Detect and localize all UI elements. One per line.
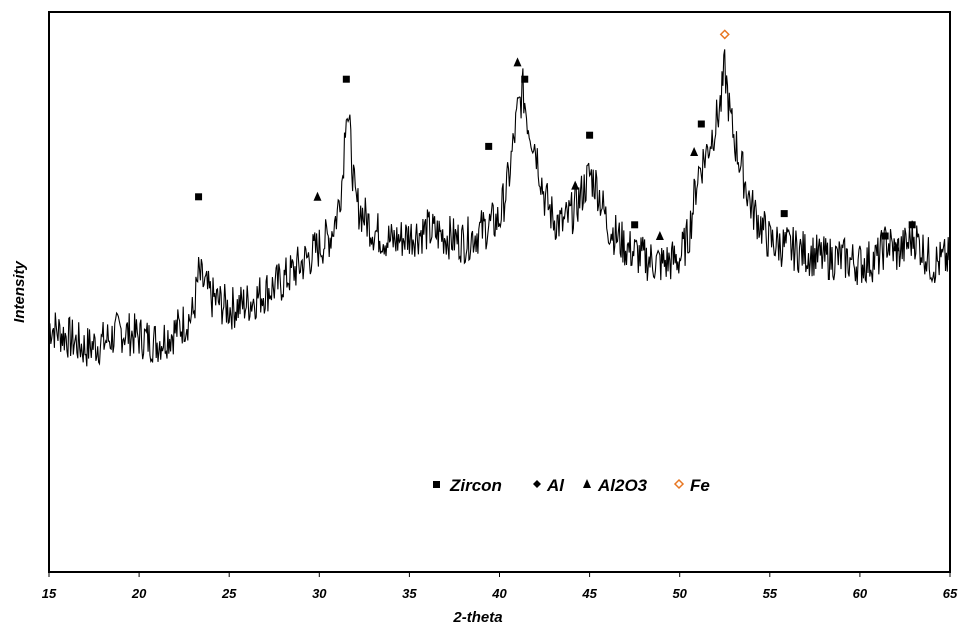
peak-marker-zircon — [697, 120, 705, 128]
peak-marker-zircon — [586, 131, 594, 139]
peak-markers — [195, 29, 916, 252]
legend-al2o3-marker — [583, 479, 591, 488]
peak-marker-zircon — [908, 221, 916, 229]
x-axis: 15 20 25 30 35 40 45 50 55 60 65 — [42, 572, 958, 601]
legend-fe-marker — [673, 478, 685, 490]
x-tick-label: 35 — [402, 586, 417, 601]
peak-marker-zircon — [195, 193, 203, 201]
x-tick-label: 65 — [943, 586, 958, 601]
diffraction-trace — [48, 49, 951, 367]
legend-al-marker — [533, 480, 541, 488]
y-axis-title: Intensity — [11, 261, 28, 323]
x-tick-label: 40 — [491, 586, 507, 601]
legend-zircon-marker — [433, 481, 440, 488]
peak-marker-zircon — [631, 221, 639, 229]
legend-zircon-label: Zircon — [449, 476, 502, 495]
legend-fe-label: Fe — [690, 476, 710, 495]
x-tick-label: 45 — [581, 586, 597, 601]
peak-marker-al2o3 — [655, 231, 664, 240]
x-tick-label: 50 — [672, 586, 687, 601]
x-tick-label: 30 — [312, 586, 327, 601]
plot-area — [48, 11, 951, 573]
peak-marker-al2o3 — [571, 180, 580, 190]
legend-al-label: Al — [546, 476, 565, 495]
peak-marker-fe — [719, 29, 730, 40]
peak-marker-zircon — [485, 142, 493, 150]
x-tick-label: 15 — [42, 586, 57, 601]
peak-marker-zircon — [881, 232, 889, 240]
legend-al2o3-label: Al2O3 — [597, 476, 648, 495]
peak-marker-zircon — [521, 75, 529, 83]
x-tick-label: 60 — [853, 586, 868, 601]
x-tick-label: 20 — [131, 586, 147, 601]
x-axis-title: 2-theta — [452, 609, 502, 626]
x-tick-label: 55 — [763, 586, 778, 601]
x-tick-label: 25 — [221, 586, 237, 601]
legend: Zircon Al Al2O3 Fe — [433, 476, 710, 495]
peak-marker-al2o3 — [313, 191, 322, 201]
peak-marker-al2o3 — [891, 242, 900, 252]
peak-marker-al2o3 — [513, 57, 522, 67]
peak-marker-zircon — [780, 210, 788, 218]
peak-marker-al2o3 — [690, 147, 699, 156]
peak-marker-zircon — [342, 75, 350, 83]
